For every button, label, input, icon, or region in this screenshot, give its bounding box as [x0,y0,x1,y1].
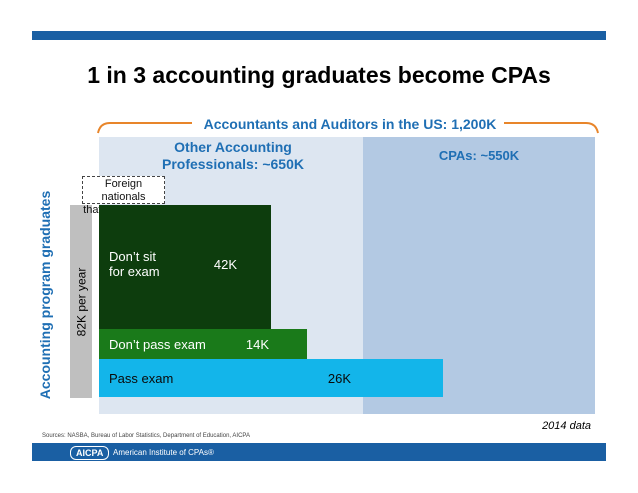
year-note: 2014 data [542,420,591,432]
graduates-bar-text: 82K per year [74,267,88,336]
bar-label: Pass exam [109,371,174,386]
other-label-line1: Other Accounting [174,139,292,155]
header-bar [32,31,606,40]
bar-value-label: 42K [213,257,237,272]
bar-label: Don’t sit for exam [109,249,160,279]
foreign-line1: Foreign nationals [101,178,146,203]
bar-value-label: 14K [245,337,269,352]
side-axis-label: Accounting program graduates [20,170,70,420]
page-title: 1 in 3 accounting graduates become CPAs [87,62,551,88]
sources-note: Sources: NASBA, Bureau of Labor Statisti… [42,433,250,439]
bracket-icon [97,122,599,134]
foreign-nationals-callout: Foreign nationals that return home [82,176,165,216]
bar-2: Don’t pass exam 14K [99,329,307,359]
other-professionals-label: Other Accounting Professionals: ~650K [133,139,333,173]
footer-bar [32,443,606,461]
aicpa-name: American Institute of CPAs® [113,448,214,457]
side-label-text: Accounting program graduates [37,190,53,400]
bar-value-label: 26K [327,371,351,386]
graduates-bar [70,205,92,398]
bar-3: Pass exam 26K [99,359,443,397]
graduates-bar-label: 82K per year [71,205,91,398]
cpa-label: CPAs: ~550K [438,148,520,163]
bar-1: Don’t sit for exam 42K [99,205,271,329]
aicpa-logo: AICPA [70,446,110,460]
bar-label: Don’t pass exam [109,337,206,352]
other-label-line2: Professionals: ~650K [161,156,304,172]
total-label: Accountants and Auditors in the US: 1,20… [203,116,497,132]
